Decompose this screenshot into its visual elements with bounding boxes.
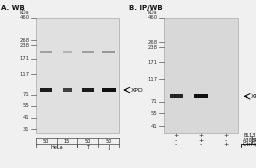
Text: A303-658A: A303-658A [243, 138, 256, 143]
Text: +: + [198, 134, 204, 138]
Text: 50: 50 [85, 139, 91, 144]
Text: 460: 460 [147, 15, 157, 20]
Text: +: + [174, 134, 179, 138]
Text: BL13160: BL13160 [243, 134, 256, 138]
Text: +: + [223, 134, 228, 138]
Bar [62, 88, 71, 92]
Text: IP: IP [253, 138, 256, 143]
Text: 55: 55 [23, 103, 29, 108]
Text: 268: 268 [19, 38, 29, 43]
Bar [62, 51, 71, 53]
Bar [82, 88, 94, 92]
Text: 268: 268 [147, 39, 157, 45]
Text: 71: 71 [151, 99, 157, 104]
Text: J: J [108, 145, 109, 150]
Bar [194, 94, 208, 98]
Text: 31: 31 [23, 127, 29, 132]
Text: 71: 71 [23, 92, 29, 97]
Text: 41: 41 [151, 124, 157, 129]
Text: A. WB: A. WB [1, 5, 25, 11]
Text: B. IP/WB: B. IP/WB [129, 5, 163, 11]
Text: -: - [175, 142, 177, 147]
Text: kDa: kDa [148, 10, 157, 15]
Text: XPD: XPD [251, 94, 256, 99]
Text: +: + [223, 142, 228, 147]
Bar [102, 88, 116, 92]
Text: 15: 15 [64, 139, 70, 144]
Text: 55: 55 [151, 111, 157, 116]
Bar [102, 51, 115, 53]
Bar [36, 18, 119, 133]
Text: 171: 171 [19, 56, 29, 61]
Bar [170, 94, 183, 98]
Text: 117: 117 [147, 77, 157, 82]
Text: -: - [200, 142, 202, 147]
Bar [40, 88, 52, 92]
Text: kDa: kDa [20, 10, 29, 15]
Bar [164, 18, 238, 133]
Text: 171: 171 [147, 60, 157, 65]
Text: +: + [198, 138, 204, 143]
Text: T: T [86, 145, 89, 150]
Bar [82, 51, 94, 53]
Text: Ctrl IgG: Ctrl IgG [243, 142, 256, 147]
Text: 50: 50 [43, 139, 49, 144]
Text: -: - [175, 138, 177, 143]
Text: 238: 238 [147, 45, 157, 50]
Text: -: - [225, 138, 227, 143]
Text: HeLa: HeLa [50, 145, 63, 150]
Text: 238: 238 [19, 43, 29, 48]
Text: 50: 50 [105, 139, 112, 144]
Text: 41: 41 [23, 115, 29, 120]
Bar [40, 51, 52, 53]
Text: 117: 117 [19, 72, 29, 77]
Text: XPD: XPD [131, 88, 143, 93]
Text: 460: 460 [19, 15, 29, 20]
